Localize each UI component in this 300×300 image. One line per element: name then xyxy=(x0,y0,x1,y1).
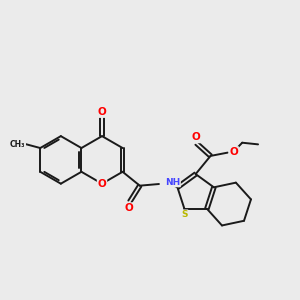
Text: O: O xyxy=(192,132,200,142)
Text: O: O xyxy=(98,179,106,189)
Text: O: O xyxy=(125,203,134,213)
Text: S: S xyxy=(181,210,188,219)
Text: O: O xyxy=(98,107,106,117)
Text: O: O xyxy=(229,147,238,157)
Text: NH: NH xyxy=(165,178,180,187)
Text: CH₃: CH₃ xyxy=(10,140,26,148)
